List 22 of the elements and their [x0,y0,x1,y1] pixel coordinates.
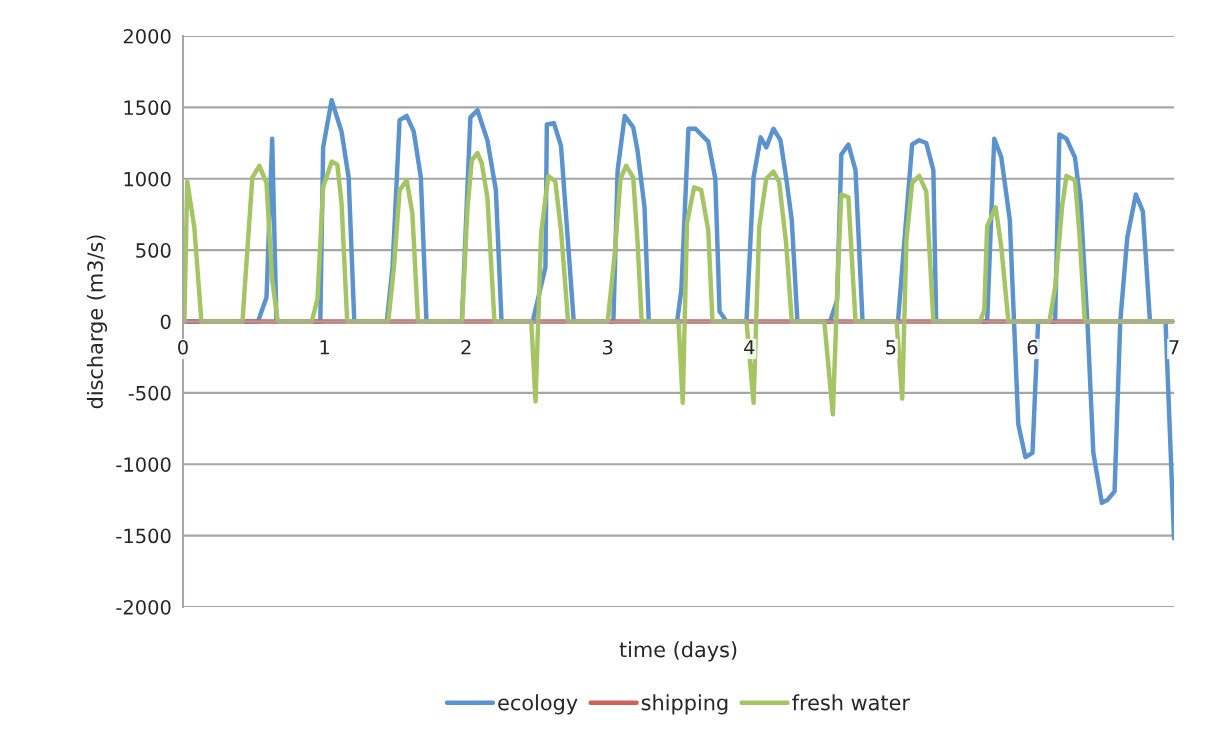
y-tick-label: -2000 [116,599,171,615]
y-tick-label: 1000 [124,171,171,187]
x-tick-label: 1 [320,340,329,355]
x-tick-label: 3 [603,339,613,355]
y-tick-label: -500 [128,385,171,401]
x-tick-label: 0 [178,339,188,355]
x-tick-label: 5 [886,340,896,355]
x-axis-title: time (days) [619,641,737,662]
y-tick-label: -1500 [116,528,171,544]
y-tick-label: 500 [136,243,171,258]
legend-label: fresh water [792,694,910,711]
y-tick-label: -1000 [116,457,171,472]
y-tick-label: 0 [160,314,171,330]
legend-label: ecology [498,694,578,715]
x-tick-label: 6 [1027,339,1038,355]
legend-label: shipping [641,694,728,715]
y-tick-label: 1500 [124,100,171,116]
y-tick-label: 2000 [123,28,171,44]
y-axis-title: discharge (m3/s) [86,235,108,409]
x-tick-label: 2 [461,339,471,355]
x-tick-label: 7 [1169,340,1179,355]
x-tick-label: 4 [744,340,755,355]
